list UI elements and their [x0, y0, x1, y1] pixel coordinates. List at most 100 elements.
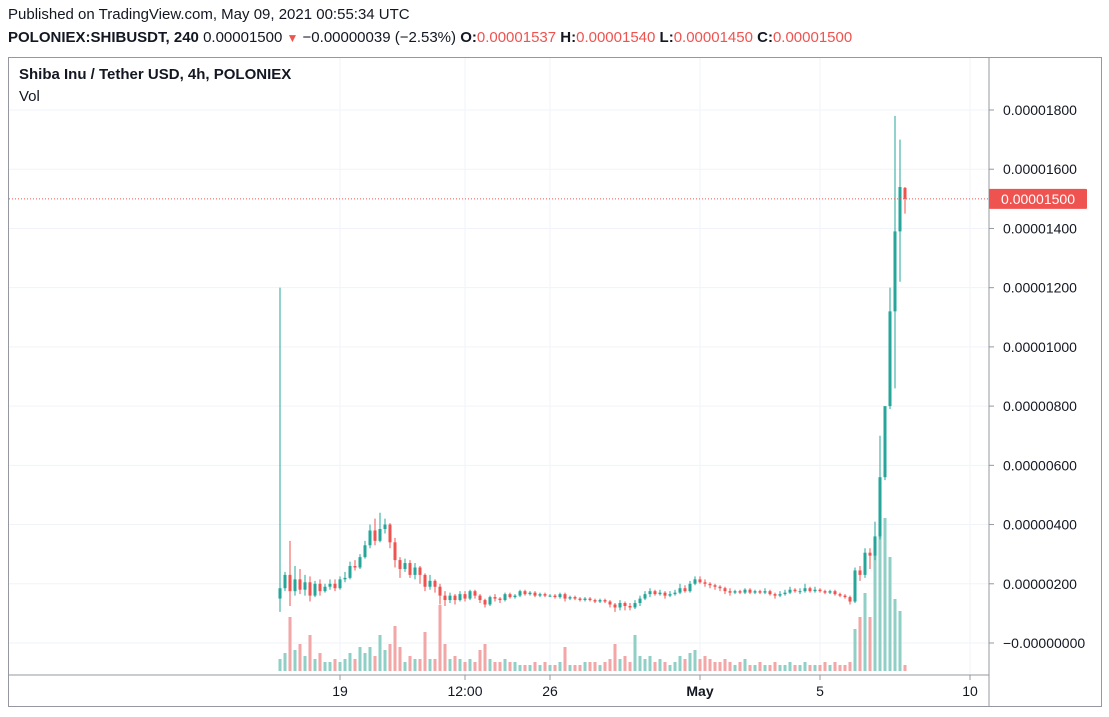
candle-body — [323, 586, 327, 592]
volume-bar — [708, 659, 712, 671]
close-label: C: — [757, 29, 773, 46]
volume-bar — [463, 662, 467, 671]
candle-body — [873, 536, 877, 556]
volume-bar — [888, 557, 892, 671]
volume-bar — [378, 635, 382, 671]
candle-body — [418, 567, 422, 575]
candle-body — [883, 406, 887, 478]
volume-bar — [668, 665, 672, 671]
candle-body — [693, 579, 697, 584]
volume-bar — [673, 662, 677, 671]
time-tick-label: 19 — [332, 683, 348, 699]
volume-bar — [753, 665, 757, 671]
volume-bar — [283, 653, 287, 671]
volume-bar — [498, 662, 502, 671]
volume-bar — [458, 659, 462, 671]
candle-body — [488, 597, 492, 605]
volume-bar — [848, 662, 852, 671]
candle-body — [588, 598, 592, 601]
volume-bar — [408, 656, 412, 671]
volume-bar — [588, 662, 592, 671]
volume-bar — [388, 644, 392, 671]
volume-bar — [703, 656, 707, 671]
candle-body — [423, 574, 427, 587]
volume-bar — [783, 665, 787, 671]
price-tick-label: 0.00000800 — [1003, 398, 1077, 414]
volume-bar — [808, 665, 812, 671]
high-label: H: — [560, 29, 577, 46]
price-tick-label: 0.00001600 — [1003, 161, 1077, 177]
candle-body — [813, 589, 817, 592]
candle-body — [683, 588, 687, 592]
candle-body — [508, 594, 512, 598]
low-label: L: — [659, 29, 674, 46]
price-change: −0.00000039 (−2.53%) — [302, 29, 457, 46]
volume-bar — [323, 662, 327, 671]
candle-body — [393, 542, 397, 561]
symbol-label[interactable]: POLONIEX:SHIBUSDT, 240 — [8, 29, 199, 46]
candle-body — [413, 567, 417, 575]
candle-body — [728, 591, 732, 593]
volume-bar — [578, 665, 582, 671]
volume-bar — [398, 647, 402, 671]
volume-bar — [678, 656, 682, 671]
candle-body — [623, 603, 627, 606]
volume-bar — [423, 632, 427, 671]
open-label: O: — [460, 29, 477, 46]
time-tick-label: 5 — [816, 683, 824, 699]
volume-bar — [738, 662, 742, 671]
volume-bar — [898, 611, 902, 671]
candle-body — [608, 601, 612, 605]
volume-bar — [683, 659, 687, 671]
time-tick-label: 10 — [962, 683, 978, 699]
volume-bar — [658, 659, 662, 671]
volume-bar — [543, 662, 547, 671]
volume-bar — [548, 665, 552, 671]
candle-body — [893, 231, 897, 312]
candle-body — [288, 574, 292, 592]
candle-body — [598, 600, 602, 602]
candle-body — [808, 588, 812, 592]
candle-body — [338, 579, 342, 589]
volume-bar — [448, 659, 452, 671]
volume-bar — [743, 659, 747, 671]
volume-bar — [628, 662, 632, 671]
candle-body — [713, 585, 717, 587]
candle-body — [558, 594, 562, 598]
volume-bar — [383, 650, 387, 671]
candle-body — [673, 592, 677, 595]
candle-body — [708, 583, 712, 586]
candle-body — [888, 311, 892, 407]
volume-bar — [903, 665, 907, 671]
volume-bar — [518, 665, 522, 671]
time-tick-label: 12:00 — [447, 683, 482, 699]
volume-bar — [763, 665, 767, 671]
candle-body — [668, 594, 672, 596]
price-tick-label: 0.00000200 — [1003, 576, 1077, 592]
volume-bar — [893, 599, 897, 671]
volume-bar — [363, 653, 367, 671]
candle-body — [528, 592, 532, 595]
volume-bar — [303, 656, 307, 671]
candle-body — [843, 595, 847, 598]
volume-bar — [298, 644, 302, 671]
candle-body — [733, 591, 737, 593]
candle-body — [448, 595, 452, 601]
volume-bar — [333, 659, 337, 671]
candle-body — [653, 591, 657, 595]
candle-body — [523, 591, 527, 595]
volume-bar — [728, 662, 732, 671]
grid — [9, 58, 989, 675]
candle-body — [378, 528, 382, 541]
candle-body — [753, 591, 757, 593]
volume-bar — [493, 662, 497, 671]
volume-bar — [718, 662, 722, 671]
candle-body — [783, 592, 787, 595]
candle-body — [313, 583, 317, 596]
candle-body — [798, 591, 802, 593]
volume-bar — [488, 659, 492, 671]
candle-body — [763, 591, 767, 593]
candle-body — [363, 545, 367, 558]
candle-body — [498, 598, 502, 601]
